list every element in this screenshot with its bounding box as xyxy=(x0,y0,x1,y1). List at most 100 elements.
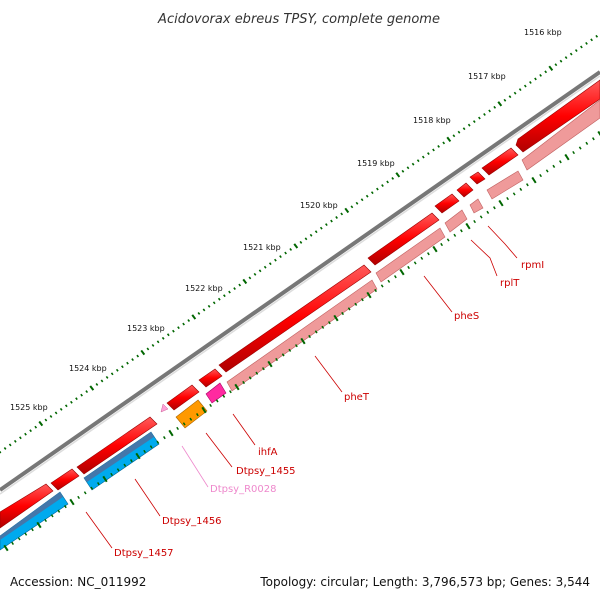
gene-arrow[interactable] xyxy=(367,212,440,266)
inner-tick xyxy=(57,509,61,513)
inner-tick-ring xyxy=(3,130,600,552)
gene-arrow[interactable] xyxy=(0,483,54,529)
gene-arrow[interactable] xyxy=(481,147,519,176)
inner-tick xyxy=(506,196,509,201)
gene-label-dtpsy-1457[interactable]: Dtpsy_1457 xyxy=(114,548,174,559)
inner-tick xyxy=(116,468,120,472)
ruler-tick xyxy=(34,425,38,429)
ruler-tick xyxy=(508,95,512,99)
ruler-tick xyxy=(595,34,599,38)
gene-shade xyxy=(226,279,378,392)
backbone-ring xyxy=(0,70,600,492)
inner-tick xyxy=(77,495,80,500)
inner-tick xyxy=(90,486,94,490)
inner-tick xyxy=(440,242,443,247)
ruler-tick xyxy=(483,113,486,116)
gene-label-dtpsy-1455[interactable]: Dtpsy_1455 xyxy=(236,466,296,477)
ruler-tick xyxy=(478,116,481,120)
inner-tick xyxy=(361,298,364,302)
inner-tick xyxy=(380,284,384,288)
inner-tick xyxy=(44,518,47,523)
gene-arrow[interactable] xyxy=(469,171,486,185)
inner-tick xyxy=(564,153,570,161)
ruler-tick xyxy=(115,368,119,372)
inner-tick xyxy=(374,288,377,293)
ruler-tick xyxy=(121,365,124,369)
gene-arrow[interactable] xyxy=(166,384,200,411)
inner-tick xyxy=(17,537,21,541)
ruler-tick xyxy=(559,59,563,63)
rrna-feature[interactable] xyxy=(175,399,208,429)
ruler-tick xyxy=(340,212,344,216)
ruler-tick xyxy=(574,49,578,52)
ruler-tick xyxy=(202,308,206,312)
ruler-tick xyxy=(140,349,146,356)
inner-tick xyxy=(460,229,463,233)
ruler-tick xyxy=(590,38,593,42)
gene-label-dtpsy-1456[interactable]: Dtpsy_1456 xyxy=(162,516,222,527)
ruler-tick xyxy=(228,290,231,294)
ruler-label: 1522 kbp xyxy=(185,284,223,293)
inner-tick xyxy=(267,360,273,368)
ruler-tick xyxy=(89,385,95,391)
gene-arrow[interactable] xyxy=(434,193,460,214)
ruler-tick xyxy=(54,411,58,415)
trna-arrow[interactable] xyxy=(160,403,169,413)
leader-lines xyxy=(85,225,518,549)
gene-label-ihfa[interactable]: ihfA xyxy=(258,447,278,458)
ruler-tick xyxy=(182,322,185,326)
inner-tick xyxy=(585,141,589,145)
backbone-ring-highlight xyxy=(0,75,600,495)
ruler-tick xyxy=(75,397,78,401)
ruler-tick xyxy=(253,272,257,276)
inner-tick xyxy=(486,210,490,214)
gene-arrow[interactable] xyxy=(218,264,372,373)
gene-arrow[interactable] xyxy=(456,182,474,198)
ruler-label: 1516 kbp xyxy=(524,28,562,37)
gene-arrow[interactable] xyxy=(50,468,80,491)
ruler-tick xyxy=(223,294,226,298)
inner-tick xyxy=(288,348,292,352)
inner-tick xyxy=(36,521,42,529)
gene-label-phes[interactable]: pheS xyxy=(454,311,479,322)
blue-cds[interactable] xyxy=(83,431,160,491)
gene-arrow[interactable] xyxy=(198,368,223,388)
gene-label-dtpsy-r0028[interactable]: Dtpsy_R0028 xyxy=(210,484,277,495)
inner-tick xyxy=(182,422,186,426)
inner-tick xyxy=(399,268,405,276)
ruler-tick xyxy=(177,326,180,330)
inner-tick xyxy=(592,137,595,141)
inner-tick xyxy=(229,390,232,394)
ruler-tick xyxy=(564,56,568,60)
ruler-tick xyxy=(325,223,328,227)
inner-tick xyxy=(262,367,265,371)
gene-label-rpmi[interactable]: rpmI xyxy=(521,260,544,271)
ihfa-feature[interactable] xyxy=(205,382,227,404)
ruler-tick xyxy=(360,198,364,202)
inner-tick xyxy=(493,206,496,210)
blue-shade xyxy=(84,432,154,482)
gene-label-phet[interactable]: pheT xyxy=(344,392,370,403)
inner-tick xyxy=(519,187,523,191)
ruler-tick xyxy=(554,63,558,67)
inner-tick xyxy=(498,199,504,207)
gene-labels: rpmI rplT pheS pheT ihfA Dtpsy_1455 Dtps… xyxy=(114,260,544,559)
ruler-tick xyxy=(136,354,140,358)
ruler-tick xyxy=(110,372,114,376)
blue-cds[interactable] xyxy=(0,491,69,551)
inner-tick xyxy=(432,245,438,253)
inner-tick xyxy=(222,394,226,398)
ruler-label: 1525 kbp xyxy=(10,403,48,412)
inner-tick xyxy=(281,353,285,357)
inner-tick xyxy=(314,330,318,334)
ruler-tick xyxy=(248,276,252,280)
ruler-tick xyxy=(146,347,150,351)
ruler-tick xyxy=(544,70,548,74)
gene-arrow[interactable] xyxy=(76,416,158,475)
inner-tick xyxy=(473,219,476,224)
inner-tick xyxy=(83,491,87,495)
gene-arrow[interactable] xyxy=(515,79,600,153)
inner-tick xyxy=(242,380,245,385)
inner-tick xyxy=(110,472,113,477)
gene-label-rplt[interactable]: rplT xyxy=(500,278,520,289)
